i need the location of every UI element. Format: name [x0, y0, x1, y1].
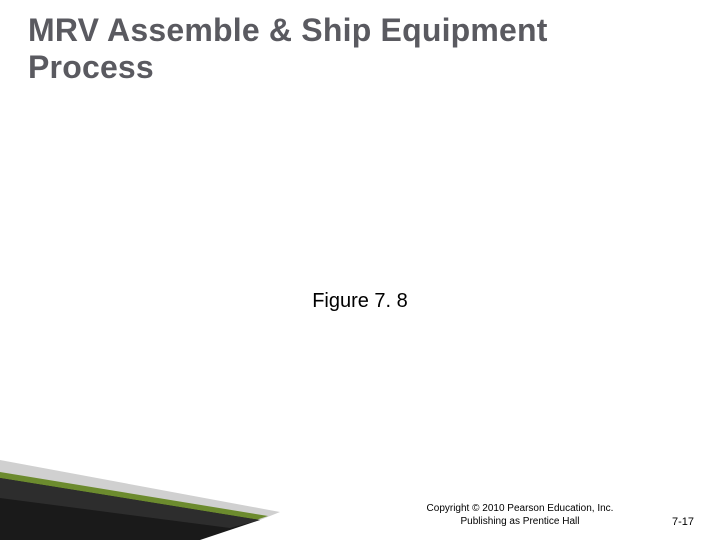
swoosh-decoration [0, 420, 360, 540]
slide: MRV Assemble & Ship Equipment Process Fi… [0, 0, 720, 540]
copyright-text: Copyright © 2010 Pearson Education, Inc.… [410, 503, 630, 528]
page-number: 7-17 [672, 516, 694, 528]
figure-label: Figure 7. 8 [0, 290, 720, 313]
slide-title: MRV Assemble & Ship Equipment Process [28, 12, 588, 86]
